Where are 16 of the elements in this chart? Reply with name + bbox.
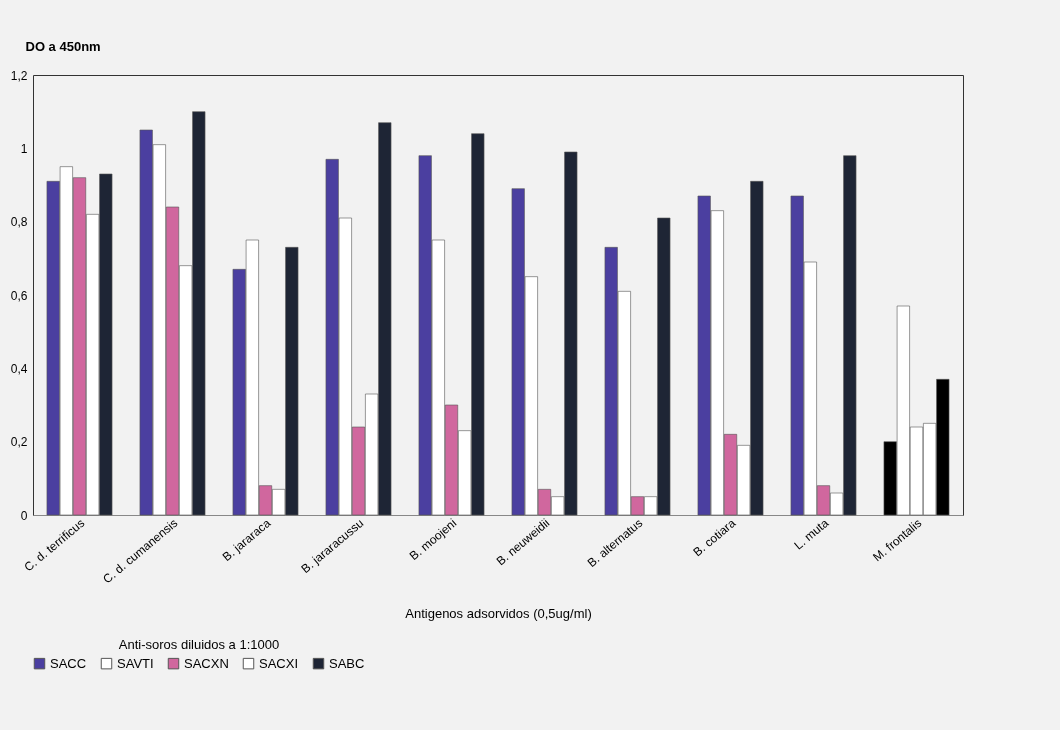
x-tick-label: L. muta (791, 515, 832, 553)
y-tick-label: 0,4 (10, 361, 28, 376)
y-tick-label: 0,2 (10, 435, 28, 450)
legend-label: SACC (50, 655, 87, 671)
y-tick-label: 1,2 (10, 68, 28, 83)
y-tick-label: 0,8 (10, 215, 28, 230)
legend-label: SACXI (259, 655, 299, 671)
x-axis-title: Antigenos adsorvidos (0,5ug/ml) (405, 605, 592, 621)
legend-label: SABC (329, 655, 365, 671)
legend-title: Anti-soros diluidos a 1:1000 (118, 637, 280, 652)
y-tick-label: 0 (20, 508, 28, 523)
y-axis-title: DO a 450nm (25, 38, 101, 54)
legend-label: SAVTI (117, 655, 154, 671)
legend-label: SACXN (184, 655, 229, 671)
y-tick-label: 0,6 (10, 288, 28, 303)
y-tick-label: 1 (20, 141, 28, 156)
